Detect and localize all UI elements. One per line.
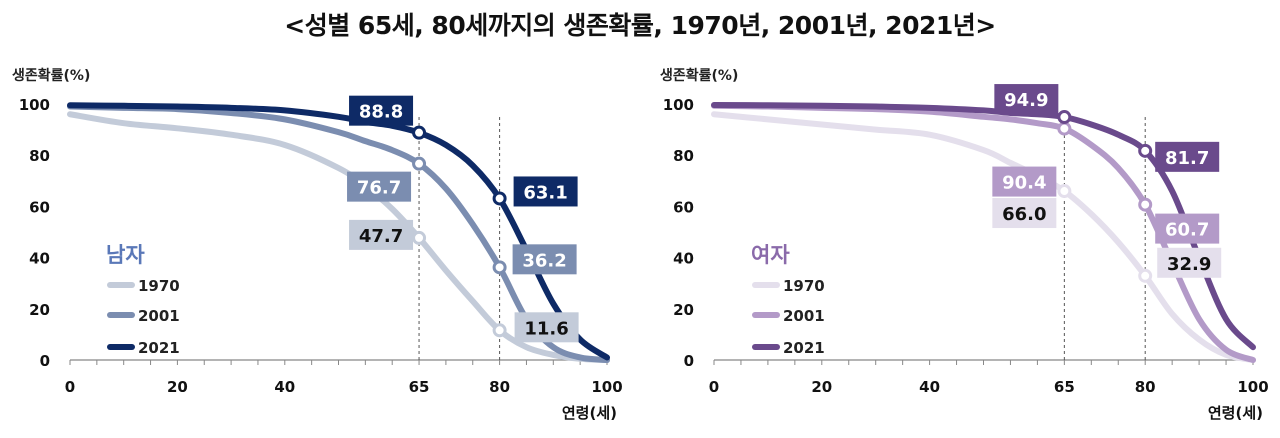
y-tick-label: 20 (29, 301, 50, 319)
x-tick-label: 100 (1237, 378, 1268, 396)
data-point-marker (492, 260, 507, 275)
legend-label: 2001 (138, 307, 180, 325)
data-label: 32.9 (1167, 254, 1211, 275)
chart-title: <성별 65세, 80세까지의 생존확률, 1970년, 2001년, 2021… (284, 11, 996, 40)
female-chart: 생존확률(%) 0 20 40 60 80 100 0 20 40 65 80 100 연령(세) 66.0… (660, 67, 1269, 422)
legend-label: 1970 (138, 277, 180, 295)
group-label: 남자 (106, 243, 145, 267)
data-label-box (512, 244, 577, 275)
data-label: 63.1 (523, 182, 567, 203)
data-label-box (992, 166, 1057, 197)
group-label: 여자 (751, 243, 790, 267)
y-axis-label: 생존확률(%) (12, 67, 90, 84)
y-tick-label: 60 (29, 198, 50, 216)
y-tick-label: 0 (40, 352, 50, 370)
y-tick-label: 80 (29, 147, 50, 165)
data-point-marker (1138, 268, 1153, 283)
series-line-2021 (67, 102, 610, 361)
legend-label: 1970 (783, 277, 825, 295)
data-point-marker (1057, 110, 1072, 125)
data-label: 36.2 (522, 250, 566, 271)
data-label-box (994, 84, 1059, 115)
data-label: 76.7 (357, 178, 401, 199)
x-tick-label: 65 (409, 378, 430, 396)
data-label-box (1155, 141, 1220, 172)
data-label: 88.8 (359, 102, 403, 123)
y-tick-label: 80 (673, 147, 694, 165)
data-label: 11.6 (524, 318, 568, 339)
x-tick-label: 100 (591, 378, 622, 396)
data-label: 90.4 (1002, 173, 1046, 194)
y-tick-label: 40 (673, 250, 694, 268)
data-label-box (349, 219, 414, 250)
data-point-marker (492, 323, 507, 338)
data-point-marker (1057, 184, 1072, 199)
y-tick-label: 100 (19, 96, 50, 114)
x-axis-label: 연령(세) (1208, 404, 1263, 422)
y-tick-label: 40 (29, 250, 50, 268)
x-tick-label: 20 (167, 378, 188, 396)
data-label: 47.7 (359, 226, 403, 247)
data-label: 94.9 (1004, 90, 1048, 111)
x-tick-label: 80 (1135, 378, 1156, 396)
legend-label: 2001 (783, 307, 825, 325)
data-label: 66.0 (1002, 204, 1046, 225)
data-label: 81.7 (1165, 148, 1209, 169)
data-label-box (349, 95, 414, 126)
data-point-marker (1138, 197, 1153, 212)
y-tick-label: 0 (684, 352, 694, 370)
y-tick-label: 60 (673, 198, 694, 216)
x-axis-label: 연령(세) (562, 404, 617, 422)
y-axis-label: 생존확률(%) (660, 67, 738, 84)
data-label-box (992, 198, 1057, 229)
data-label-box (513, 176, 578, 207)
legend-label: 2021 (783, 339, 825, 357)
x-tick-label: 40 (919, 378, 940, 396)
data-label: 60.7 (1165, 220, 1209, 241)
x-tick-label: 20 (811, 378, 832, 396)
data-point-marker (1138, 143, 1153, 158)
x-tick-label: 65 (1054, 378, 1075, 396)
data-point-marker (412, 230, 427, 245)
data-label-box (1157, 247, 1222, 278)
x-tick-label: 0 (709, 378, 719, 396)
data-point-marker (412, 156, 427, 171)
x-tick-label: 80 (489, 378, 510, 396)
data-label-box (514, 312, 579, 343)
x-tick-label: 40 (274, 378, 295, 396)
data-label-box (347, 171, 412, 202)
legend-label: 2021 (138, 339, 180, 357)
y-tick-label: 20 (673, 301, 694, 319)
data-point-marker (1057, 121, 1072, 136)
data-point-marker (492, 191, 507, 206)
male-chart: 생존확률(%) 0 20 40 60 80 100 0 20 40 65 80 100 연령(세) 47.7… (12, 67, 623, 422)
data-label-box (1155, 213, 1220, 244)
data-point-marker (412, 125, 427, 140)
x-tick-label: 0 (65, 378, 75, 396)
y-tick-label: 100 (663, 96, 694, 114)
